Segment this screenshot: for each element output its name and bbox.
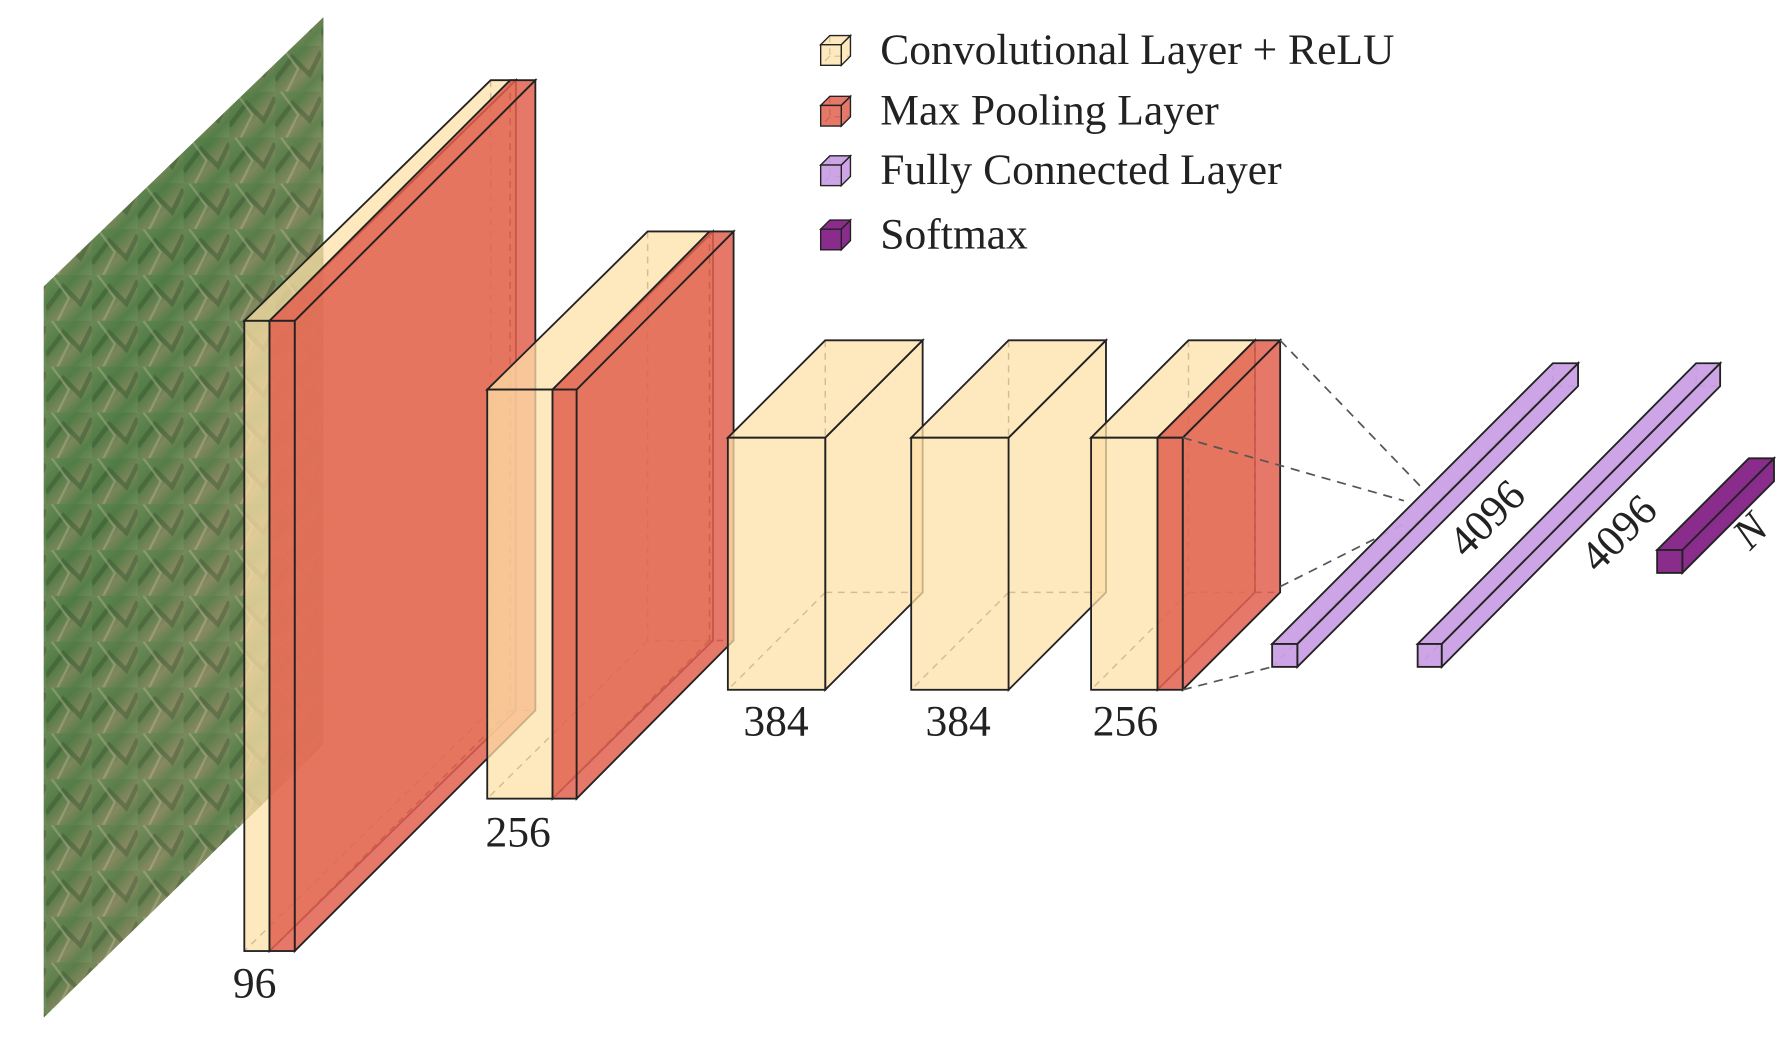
- legend-label: Fully Connected Layer: [880, 146, 1282, 194]
- layer-label: 384: [926, 697, 992, 745]
- projection-line: [1279, 339, 1422, 488]
- front-face: [819, 164, 842, 187]
- front-face: [726, 436, 827, 691]
- fc-box: [1415, 361, 1723, 670]
- legend-label: Softmax: [880, 210, 1028, 258]
- front-face: [1416, 643, 1443, 668]
- projection-line: [1182, 436, 1405, 502]
- conv-box: [725, 338, 925, 693]
- fc-box: [1269, 361, 1581, 670]
- layer-label: 384: [743, 697, 809, 745]
- front-face: [551, 388, 578, 800]
- front-face: [819, 228, 842, 251]
- soft-box: [819, 218, 853, 252]
- front-face: [910, 436, 1010, 691]
- front-face: [1090, 436, 1159, 691]
- front-face: [1656, 549, 1684, 574]
- layers: [242, 77, 1777, 954]
- conv-box: [908, 338, 1109, 693]
- layer-label: 256: [1093, 697, 1158, 745]
- legend: Convolutional Layer + ReLU Max Pooling L…: [819, 26, 1394, 258]
- layer-label: 96: [233, 960, 277, 1008]
- pool-box: [267, 77, 538, 954]
- legend-label: Convolutional Layer + ReLU: [880, 26, 1394, 74]
- front-face: [243, 319, 271, 952]
- front-face: [819, 44, 842, 66]
- layer-label: 256: [486, 808, 551, 856]
- front-face: [1271, 643, 1299, 668]
- side-face: [1296, 361, 1579, 670]
- legend-label: Max Pooling Layer: [880, 87, 1219, 135]
- front-face: [486, 388, 554, 800]
- top-face: [1415, 362, 1723, 645]
- conv-box: [819, 33, 853, 67]
- soft-box: [1654, 456, 1777, 576]
- pool-box: [550, 229, 736, 801]
- pool-box: [819, 94, 853, 128]
- front-face: [1156, 436, 1184, 691]
- fc-box: [819, 154, 853, 188]
- pool-box: [1155, 338, 1283, 693]
- front-face: [819, 104, 842, 127]
- front-face: [268, 319, 296, 952]
